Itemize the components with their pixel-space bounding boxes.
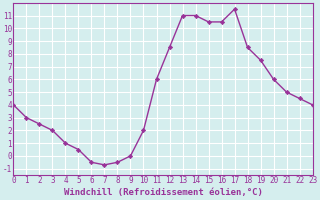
X-axis label: Windchill (Refroidissement éolien,°C): Windchill (Refroidissement éolien,°C) — [64, 188, 262, 197]
